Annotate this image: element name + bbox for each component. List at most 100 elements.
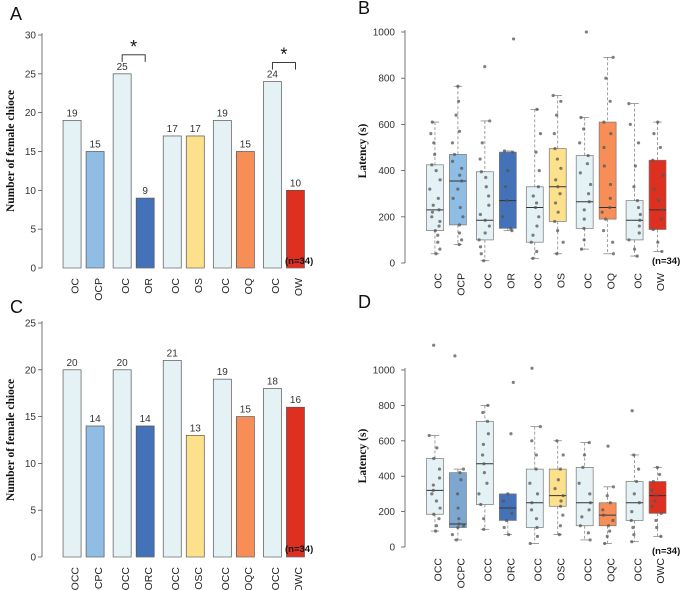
data-point xyxy=(510,511,514,515)
x-category-label: OCC xyxy=(120,567,132,590)
data-point xyxy=(655,465,659,469)
bar xyxy=(263,388,282,558)
data-point xyxy=(586,192,591,196)
data-point xyxy=(530,439,534,443)
data-point xyxy=(561,453,565,457)
y-axis-label: Latency (s) xyxy=(357,429,369,484)
data-point xyxy=(502,149,507,153)
data-point xyxy=(555,252,559,256)
data-point xyxy=(553,147,557,151)
significance-star: * xyxy=(130,37,137,57)
data-point xyxy=(561,240,565,244)
y-tick-label: 200 xyxy=(378,507,395,518)
data-point xyxy=(460,179,464,183)
bar xyxy=(112,73,132,269)
data-point xyxy=(511,150,515,154)
data-point xyxy=(582,127,586,131)
data-point xyxy=(457,522,461,526)
data-point xyxy=(600,210,604,214)
data-point xyxy=(588,501,592,505)
data-point xyxy=(579,247,584,251)
data-point xyxy=(501,499,505,503)
x-category-label: OW xyxy=(293,278,305,296)
data-point xyxy=(457,517,461,521)
bar-value-label: 17 xyxy=(167,124,179,135)
data-point xyxy=(436,240,440,244)
data-point xyxy=(661,173,665,177)
data-point xyxy=(536,185,540,189)
data-point xyxy=(651,158,655,162)
x-category-label: OCC xyxy=(582,558,594,582)
data-point xyxy=(509,226,513,230)
data-point xyxy=(660,249,664,254)
y-axis-label: Number of female chioce xyxy=(5,90,17,212)
data-point xyxy=(556,229,560,233)
box xyxy=(498,493,517,521)
y-tick-label: 800 xyxy=(378,401,395,412)
y-tick-label: 200 xyxy=(378,212,395,223)
x-category-label: OCC xyxy=(433,558,445,582)
data-point xyxy=(632,247,637,251)
bar-value-label: 9 xyxy=(142,186,148,197)
data-point xyxy=(533,205,538,210)
data-point xyxy=(578,524,582,528)
data-point xyxy=(434,529,438,533)
data-point xyxy=(629,518,633,523)
data-point xyxy=(454,538,458,542)
data-point xyxy=(457,231,462,235)
bar xyxy=(135,197,155,269)
x-category-label: ORC xyxy=(505,558,517,582)
box xyxy=(525,468,544,528)
data-point xyxy=(434,169,438,173)
bar-value-label: 19 xyxy=(217,108,229,119)
n-label: (n=34) xyxy=(652,546,680,557)
y-tick-label: 10 xyxy=(25,186,37,197)
data-point xyxy=(437,517,441,521)
data-point xyxy=(535,249,539,254)
box xyxy=(525,186,544,243)
bar-value-label: 20 xyxy=(66,358,78,369)
bar-value-label: 19 xyxy=(66,108,78,119)
data-point xyxy=(556,478,560,482)
data-point xyxy=(487,224,491,228)
x-category-label: OCPC xyxy=(456,558,468,589)
bar-value-label: 19 xyxy=(217,367,229,378)
data-point xyxy=(457,129,462,133)
box xyxy=(498,151,517,229)
panel-letter: B xyxy=(358,0,370,18)
data-point xyxy=(586,531,590,535)
data-point xyxy=(428,187,432,191)
box xyxy=(476,171,494,241)
box xyxy=(575,155,594,229)
x-category-label: OC xyxy=(170,278,182,294)
data-point xyxy=(555,439,559,443)
data-point xyxy=(651,479,656,484)
data-point xyxy=(483,231,487,235)
data-point xyxy=(438,219,442,224)
bar xyxy=(212,378,232,558)
n-label: (n=34) xyxy=(285,544,313,555)
panel-letter: A xyxy=(10,4,22,24)
data-point xyxy=(558,192,562,196)
data-point xyxy=(630,409,634,413)
data-point xyxy=(486,403,490,407)
data-point xyxy=(605,534,609,538)
x-category-label: OQC xyxy=(243,567,255,590)
x-category-label: OWC xyxy=(655,558,667,584)
data-point xyxy=(636,141,641,145)
data-point xyxy=(430,120,435,124)
data-point xyxy=(635,199,640,203)
data-point xyxy=(558,504,563,508)
data-point xyxy=(632,453,636,457)
data-point xyxy=(582,208,586,212)
bar xyxy=(235,416,255,558)
bar-value-label: 13 xyxy=(190,423,202,434)
data-point xyxy=(529,508,534,512)
data-point xyxy=(460,238,464,242)
data-point xyxy=(461,524,466,528)
bar xyxy=(85,151,105,269)
data-point xyxy=(528,481,532,485)
data-point xyxy=(458,205,462,210)
data-point xyxy=(588,182,593,187)
data-point xyxy=(558,524,562,528)
